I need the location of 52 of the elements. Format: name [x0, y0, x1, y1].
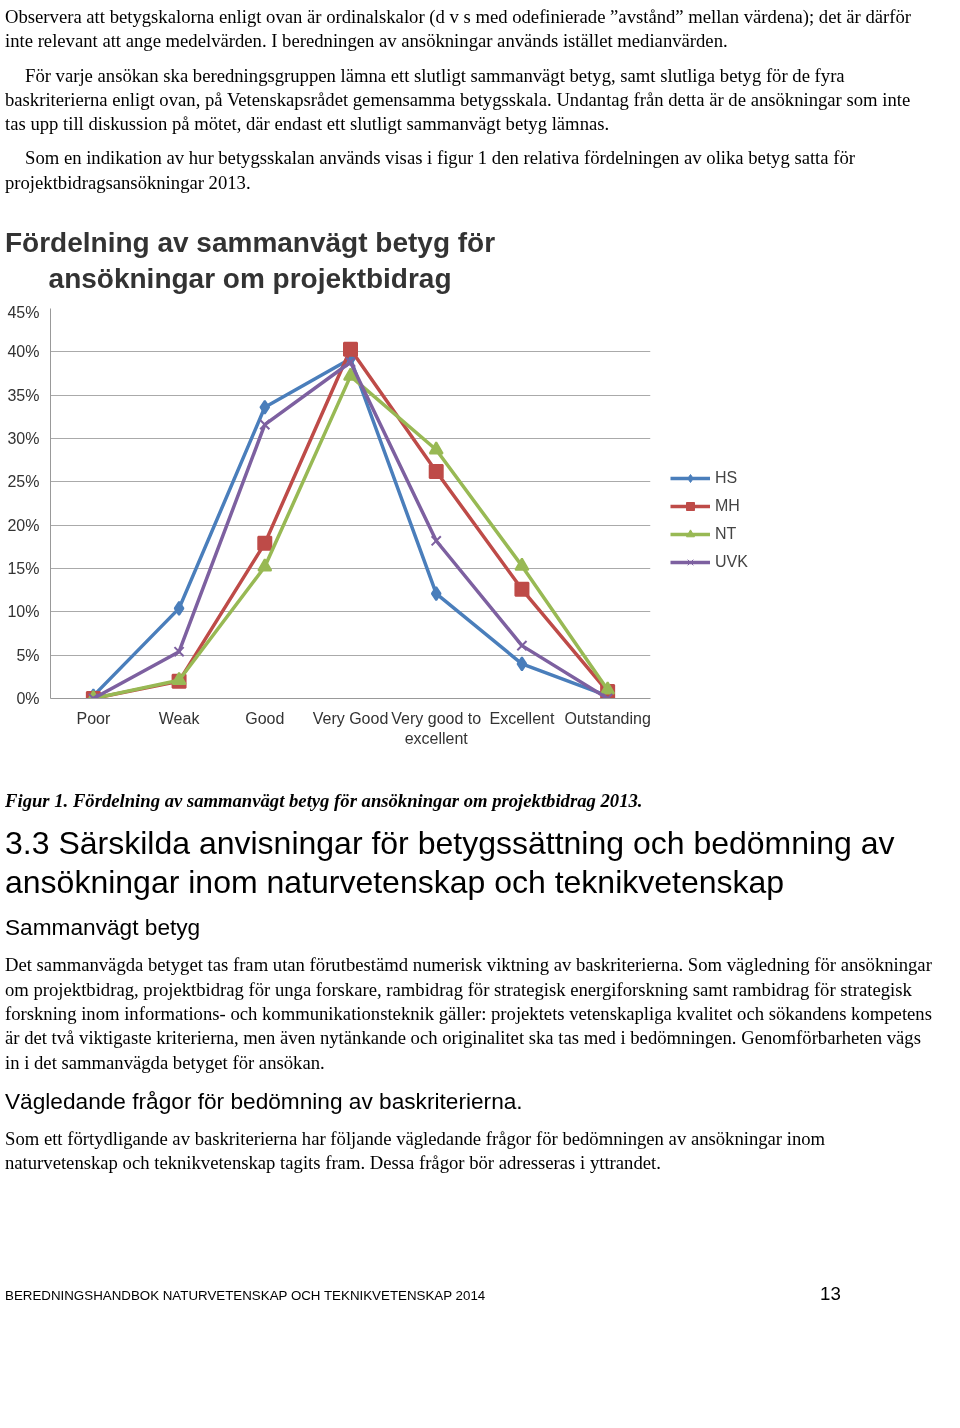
point — [173, 645, 185, 657]
point — [516, 639, 528, 651]
y-tick-label: 10% — [7, 602, 40, 620]
point — [514, 557, 530, 571]
text: Sammanvägt betyg — [5, 913, 201, 943]
point — [344, 356, 357, 368]
point — [428, 463, 444, 479]
chart-title: Fördelning av sammanvägt betyg för ansökningar om projektbidrag — [5, 225, 496, 297]
point — [257, 557, 273, 572]
y-tick-label: 30% — [7, 429, 40, 447]
point — [430, 585, 442, 601]
y-tick-label: 5% — [16, 646, 40, 664]
x-tick-label: Very good to excellent — [391, 709, 482, 747]
y-tick-label: 45% — [7, 303, 40, 321]
text: 3.3 Särskilda anvisningar för betygssättning och bedömning av ansökningar inom naturvetenskap och teknikvetenskap — [5, 824, 896, 902]
x-tick-label: Outstanding — [564, 709, 651, 727]
point — [257, 535, 273, 551]
x-tick-label: Weak — [158, 709, 201, 727]
text: För varje ansökan ska beredningsgruppen lämna ett slutligt sammanvägt betyg, samt slutliga betyg för de fyra baskriterierna enligt ovan, på Vetenskapsrådet gemensamma betygsskala. Undantag från detta är de ansökningar som inte tas upp till diskussion på mötet, där endast ett slutligt sammanvägt betyg lämnas. — [5, 63, 912, 137]
point — [430, 534, 442, 546]
legend-label: HS — [715, 468, 738, 487]
x-tick-label: Very Good — [312, 709, 389, 727]
y-tick-label: 40% — [7, 342, 40, 360]
text: Observera att betygskalorna enligt ovan är ordinalskalor (d v s med odefinierade ”avstånd” mellan värdena); det är därför inte relevant att ange medelvärden. I beredningen av ansökningar används istället medianvärden. — [5, 5, 912, 54]
point — [171, 671, 187, 685]
point — [343, 341, 358, 357]
y-tick-label: 0% — [16, 689, 40, 707]
point — [600, 680, 616, 695]
point — [173, 600, 185, 616]
point — [516, 655, 528, 671]
text: Det sammanvägda betyget tas fram utan förutbestämd numerisk viktning av baskriterierna. Som vägledning för ansökningar om projektbidrag, projektbidrag för unga forskare, rambidrag för strategisk energiforskning samt rambidrag för strategisk forskning inom informations- och kommunikationsteknik gäller: projektets vetenskapliga kvalitet och sökandens kompetens är det två viktigaste kriterierna, men även nytänkande och originalitet ska tas med i bedömningen. Genomförbarheten vägs in i det sammanvägda betyget för ansökan. — [5, 953, 933, 1075]
y-tick-label: 15% — [7, 559, 40, 577]
legend-label: NT — [715, 524, 737, 543]
text: Som ett förtydligande av baskriterierna har följande vägledande frågor för bedömningen av ansökningar inom naturvetenskap och teknikvetenskap tagits fram. Dessa frågor bör adresseras i yttrandet. — [5, 1127, 827, 1176]
point — [514, 581, 530, 597]
text: Figur 1. Fördelning av sammanvägt betyg för ansökningar om projektbidrag 2013. — [5, 788, 643, 813]
point — [259, 399, 271, 415]
text: Som en indikation av hur betygsskalan används visas i figur 1 den relativa fördelningen av olika betyg satta för projektbidragsansökningar 2013. — [5, 146, 856, 195]
y-tick-label: 20% — [7, 516, 40, 534]
y-tick-label: 25% — [7, 472, 40, 490]
text: BEREDNINGSHANDBOK NATURVETENSKAP OCH TEKNIKVETENSKAP 2014 — [5, 1286, 486, 1305]
legend-label: MH — [715, 496, 740, 515]
x-tick-label: Good — [245, 709, 285, 727]
point — [259, 418, 271, 430]
text: Vägledande frågor för bedömning av baskriterierna. — [5, 1086, 523, 1116]
y-tick-label: 35% — [7, 386, 40, 404]
x-tick-label: Poor — [76, 709, 111, 727]
point — [343, 367, 358, 381]
text: 13 — [820, 1281, 841, 1306]
point — [428, 440, 444, 455]
x-tick-label: Excellent — [489, 709, 555, 727]
legend-label: UVK — [715, 552, 748, 571]
